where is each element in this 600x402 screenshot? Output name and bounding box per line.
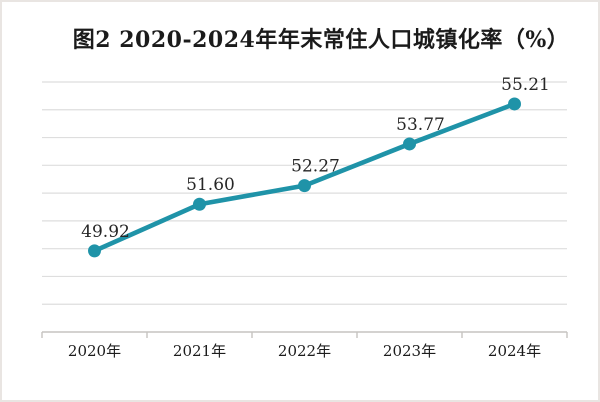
data-line: [92, 101, 517, 254]
data-point: [508, 97, 521, 111]
data-label: 53.77: [396, 115, 445, 135]
data-point: [298, 179, 311, 193]
data-label: 51.60: [186, 175, 235, 195]
x-axis-label: 2022年: [278, 342, 331, 360]
x-axis-label: 2020年: [68, 342, 121, 360]
chart-title: 图2 2020-2024年年末常住人口城镇化率（%）: [72, 27, 570, 53]
data-point: [88, 244, 101, 258]
data-label: 55.21: [501, 75, 550, 95]
data-point: [193, 197, 206, 211]
data-point: [403, 137, 416, 151]
data-label: 49.92: [81, 222, 130, 242]
data-label: 52.27: [291, 157, 340, 177]
x-axis-label: 2024年: [488, 342, 541, 360]
x-axis-label: 2021年: [173, 342, 226, 360]
x-axis-label: 2023年: [383, 342, 436, 360]
